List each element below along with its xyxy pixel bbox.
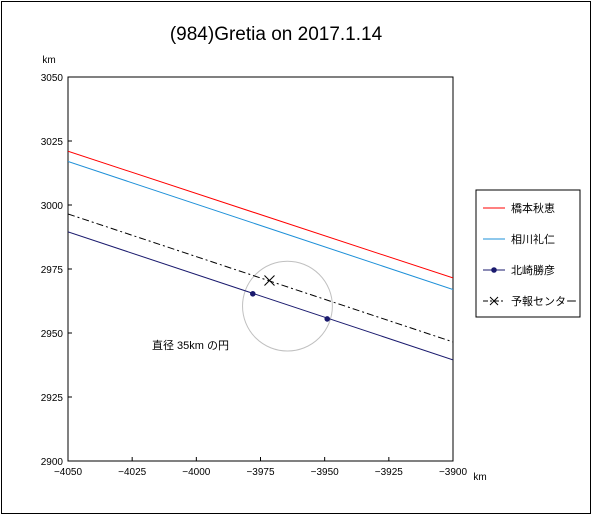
- series-line-1: [68, 161, 453, 290]
- legend-item-1: 相川礼仁: [483, 232, 555, 246]
- x-tick-label-4: −3950: [311, 467, 340, 478]
- chart-svg: (984)Gretia on 2017.1.14 km km 290029252…: [41, 24, 581, 483]
- y-tick-label-5: 3025: [41, 137, 64, 148]
- y-tick-label-1: 2925: [41, 393, 64, 404]
- y-tick-label-0: 2900: [41, 457, 64, 468]
- legend-label-0: 橋本秋恵: [511, 201, 555, 215]
- series-line-2: [68, 231, 453, 361]
- legend-marker-2: [491, 267, 497, 273]
- x-tick-label-5: −3925: [375, 467, 404, 478]
- y-tick-label-3: 2975: [41, 265, 64, 276]
- series-3-point-0-stroke-b: [264, 275, 275, 286]
- chart-title: (984)Gretia on 2017.1.14: [170, 24, 383, 45]
- x-tick-label-3: −3975: [246, 467, 275, 478]
- plot-border: [67, 76, 454, 462]
- series-3-point-0: [264, 275, 275, 286]
- legend-label-2: 北崎勝彦: [511, 263, 555, 277]
- series-line-0: [68, 150, 453, 279]
- series-2-point-0: [250, 291, 256, 297]
- plot-series: [68, 150, 453, 361]
- y-tick-label-6: 3050: [41, 73, 64, 84]
- series-2-point-1: [324, 316, 331, 322]
- legend-marker-3-stroke-b: [489, 296, 499, 306]
- legend-item-3: 予報センター: [483, 295, 577, 308]
- legend-label-3: 予報センター: [511, 295, 577, 308]
- x-tick-label-0: −4050: [54, 467, 83, 478]
- legend-box: [475, 189, 581, 318]
- x-tick-label-6: −3900: [439, 467, 468, 478]
- y-tick-label-4: 3000: [41, 201, 64, 212]
- legend-marker-3: [489, 296, 499, 306]
- legend-item-2: 北崎勝彦: [483, 263, 555, 277]
- plot-area: [67, 76, 454, 462]
- x-tick-label-2: −4000: [182, 467, 211, 478]
- legend-label-1: 相川礼仁: [511, 232, 555, 246]
- chart-frame: (984)Gretia on 2017.1.14 km km 2900 2925 2…: [1, 1, 591, 514]
- y-axis: 2900 2925 2950 2975 3000 3025 3050: [41, 73, 72, 468]
- x-tick-label-1: −4025: [118, 467, 147, 478]
- legend-item-0: 橋本秋恵: [483, 201, 555, 215]
- y-unit-label: km: [42, 55, 55, 66]
- x-axis: −4050 −4025 −4000 −3975 −3950 −3925 −3900: [54, 457, 468, 478]
- circle-annotation: 直径 35km の円: [152, 338, 229, 352]
- y-tick-label-2: 2950: [41, 329, 64, 340]
- diameter-circle: [242, 260, 333, 352]
- x-unit-label: km: [473, 472, 486, 483]
